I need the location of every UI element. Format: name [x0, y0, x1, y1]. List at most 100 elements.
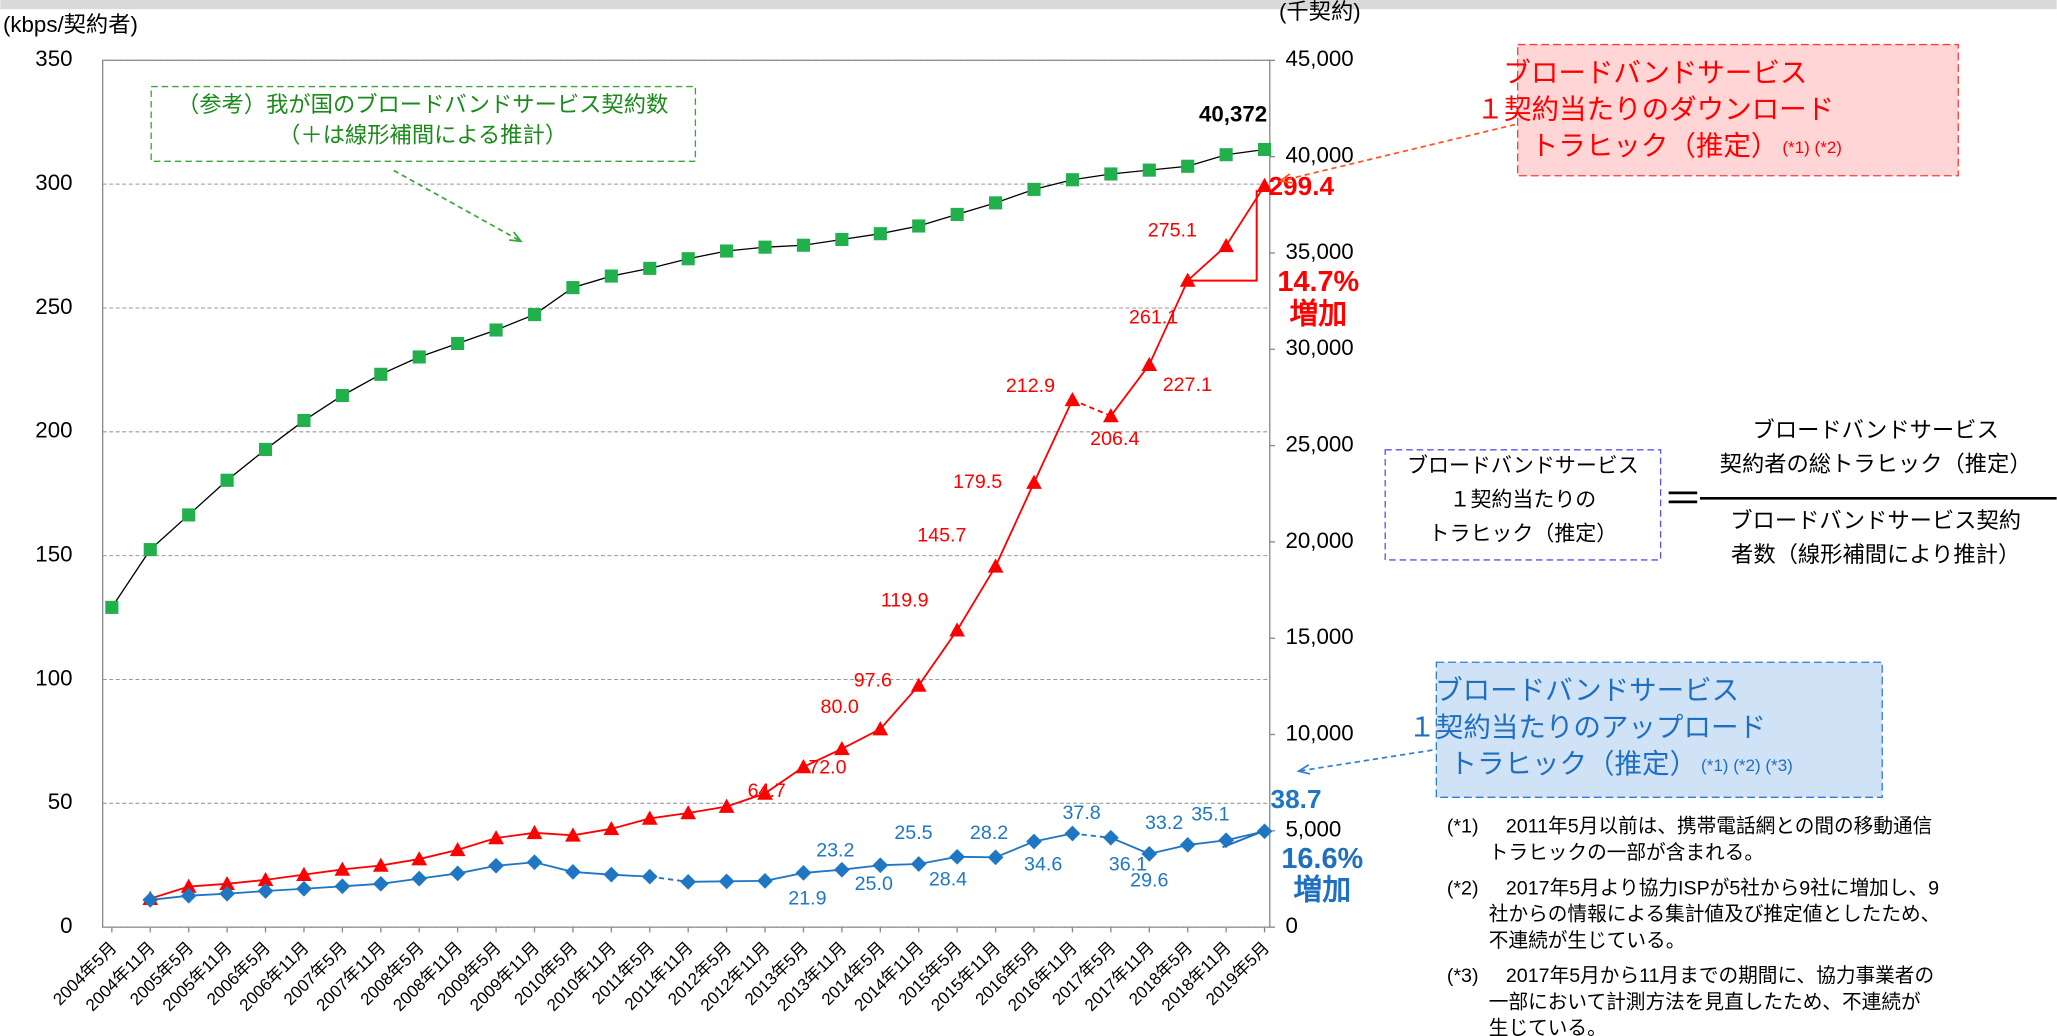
y2-tick-label: 5,000 — [1286, 817, 1342, 842]
triangle-marker — [834, 740, 850, 756]
y-axis-label: (kbps/契約者) — [3, 12, 138, 37]
annotation-text: （参考）我が国のブロードバンドサービス契約数 — [177, 92, 668, 117]
y-tick-label: 50 — [48, 789, 73, 814]
square-marker — [220, 473, 234, 487]
triangle-marker — [987, 558, 1004, 573]
formula-text: １契約当たりの — [1450, 488, 1597, 511]
square-marker — [258, 442, 273, 456]
triangle-marker — [565, 827, 581, 842]
diamond-marker — [641, 868, 658, 885]
data-label: 37.8 — [1062, 802, 1100, 824]
y-tick-label: 100 — [35, 665, 72, 690]
y2-axis-label: (千契約) — [1279, 0, 1361, 24]
data-label: 21.9 — [788, 887, 826, 909]
diamond-marker — [872, 857, 889, 874]
square-marker — [143, 543, 157, 557]
header-bar — [0, 0, 2057, 10]
diamond-marker — [296, 880, 312, 897]
annotation-text: １契約当たりのアップロード — [1408, 711, 1766, 742]
square-marker — [796, 238, 811, 252]
triangle-marker — [1256, 177, 1273, 192]
formula-text: 者数（線形補間により推計） — [1731, 542, 2020, 567]
diamond-marker — [680, 873, 697, 890]
y2-tick-label: 10,000 — [1286, 720, 1354, 745]
annotation-box — [1435, 661, 1883, 798]
diamond-marker — [987, 849, 1004, 866]
square-marker — [989, 196, 1003, 210]
square-marker — [758, 240, 772, 254]
triangle-marker — [1218, 237, 1234, 253]
data-label: 25.5 — [894, 822, 932, 844]
triangle-marker — [872, 721, 889, 736]
increase-bracket — [1222, 831, 1260, 849]
pointer-arrow — [1280, 123, 1516, 182]
footnote-mark: (*1) — [1447, 816, 1479, 838]
data-label: 64.7 — [748, 780, 786, 802]
diamond-marker — [1102, 829, 1119, 846]
triangle-marker — [334, 861, 351, 876]
square-marker — [643, 261, 657, 275]
pointer-arrow — [1298, 749, 1433, 772]
triangle-marker — [910, 677, 927, 692]
y-tick-label: 250 — [35, 294, 72, 319]
pointer-arrow — [393, 169, 522, 243]
data-label: 72.0 — [808, 757, 846, 779]
square-marker — [412, 350, 426, 364]
triangle-marker — [296, 866, 312, 881]
data-label: 40,372 — [1199, 101, 1267, 126]
y2-tick-label: 30,000 — [1286, 335, 1354, 360]
increase-text: 14.7% — [1277, 266, 1359, 298]
square-marker — [335, 388, 349, 403]
annotation-note: (*1) (*2) (*3) — [1701, 755, 1793, 774]
annotation-note: (*1) (*2) — [1782, 138, 1842, 157]
data-label: 36.1 — [1109, 853, 1147, 875]
data-label: 34.6 — [1024, 853, 1062, 875]
square-marker — [1065, 173, 1079, 187]
annotation-text: （＋は線形補間による推計） — [278, 122, 567, 147]
annotation-text: ブロードバンドサービス — [1435, 675, 1739, 706]
y2-tick-label: 25,000 — [1286, 431, 1354, 456]
triangle-marker — [180, 878, 197, 893]
diamond-marker — [718, 873, 735, 890]
arrow-head — [1278, 173, 1293, 184]
diamond-marker — [603, 866, 620, 883]
y2-tick-label: 15,000 — [1286, 624, 1354, 649]
triangle-marker — [641, 810, 658, 825]
square-marker — [681, 252, 695, 266]
data-label: 261.1 — [1129, 307, 1178, 329]
diamond-marker — [834, 861, 850, 878]
square-marker — [1257, 142, 1272, 157]
square-marker — [1142, 163, 1156, 177]
increase-text: 増加 — [1293, 874, 1351, 906]
square-marker — [912, 219, 926, 233]
triangle-marker — [488, 830, 504, 845]
square-marker — [1104, 167, 1118, 181]
diamond-marker — [1256, 823, 1273, 840]
annotation-text: ブロードバンドサービス — [1503, 57, 1807, 88]
y-tick-label: 200 — [35, 418, 72, 443]
footnote-text: 不連続が生じている。 — [1489, 930, 1686, 952]
annotation-text: １契約当たりのダウンロード — [1476, 94, 1834, 125]
data-label: 28.4 — [929, 869, 967, 891]
y2-tick-label: 0 — [1286, 913, 1298, 938]
diamond-marker — [411, 870, 428, 887]
square-marker — [182, 508, 196, 522]
y2-tick-label: 20,000 — [1286, 528, 1354, 553]
data-label: 29.6 — [1130, 870, 1168, 892]
triangle-marker — [219, 875, 235, 891]
formula-text: トラヒック（推定） — [1429, 523, 1618, 546]
data-label: 299.4 — [1268, 171, 1334, 201]
diamond-marker — [488, 857, 504, 874]
series-line — [111, 148, 1265, 608]
y2-tick-label: 45,000 — [1286, 46, 1354, 71]
triangle-marker — [372, 857, 389, 872]
y2-tick-label: 40,000 — [1286, 143, 1354, 168]
annotation-text: トラヒック（推定） — [1449, 748, 1697, 779]
square-marker — [374, 367, 388, 381]
data-label: 119.9 — [881, 590, 929, 612]
footnote-mark: (*2) — [1447, 877, 1479, 899]
footnote-text: 2017年5月から11月までの期間に、協力事業者の — [1506, 965, 1934, 987]
y-tick-label: 350 — [35, 46, 72, 71]
